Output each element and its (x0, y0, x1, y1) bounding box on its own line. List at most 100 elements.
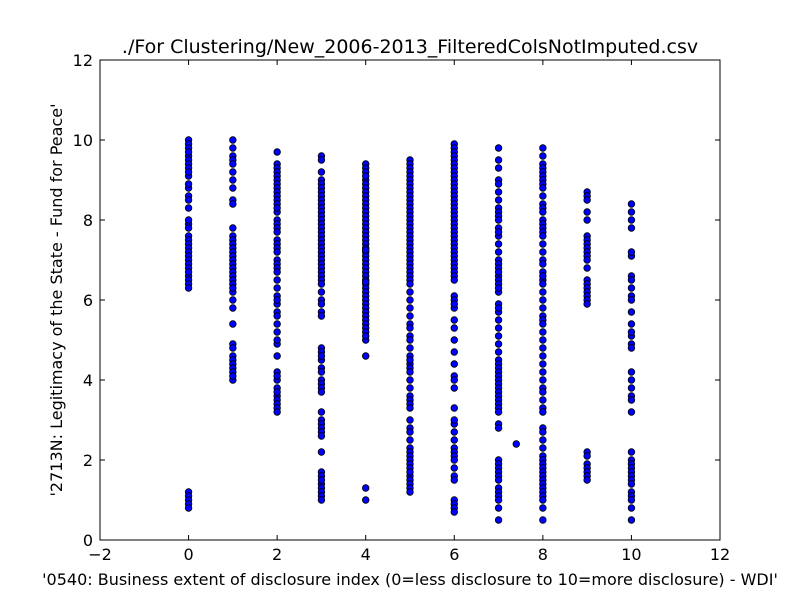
data-point (450, 436, 458, 444)
data-point (539, 328, 547, 336)
x-tick-label: 2 (272, 545, 282, 564)
data-point (273, 312, 281, 320)
data-point (627, 248, 636, 256)
data-point (627, 504, 636, 512)
data-point (229, 304, 237, 312)
data-point (583, 300, 591, 308)
data-point (539, 388, 547, 396)
data-point (273, 228, 281, 236)
data-point (539, 248, 547, 256)
y-tick-label: 12 (73, 51, 93, 70)
data-point (406, 404, 414, 412)
data-point (406, 280, 414, 288)
data-point (539, 444, 547, 452)
data-point (362, 172, 370, 180)
data-point (627, 284, 636, 292)
data-point (583, 256, 591, 264)
data-point (229, 224, 237, 232)
data-point (539, 352, 547, 360)
data-point (273, 408, 281, 416)
data-point (273, 284, 281, 292)
data-point (229, 320, 237, 328)
x-tick-label: 4 (361, 545, 371, 564)
data-point (539, 192, 547, 200)
data-point (406, 428, 414, 436)
data-point (317, 168, 326, 176)
data-point (539, 260, 547, 268)
data-point (406, 468, 414, 476)
data-point (627, 308, 636, 316)
data-point (229, 176, 237, 184)
y-tick-label: 4 (83, 371, 93, 390)
data-point (184, 224, 193, 232)
data-point (184, 196, 193, 204)
data-point (494, 180, 503, 188)
data-point (539, 184, 547, 192)
data-point (494, 144, 503, 152)
data-point (539, 296, 547, 304)
data-point (450, 360, 458, 368)
data-point (627, 200, 636, 208)
data-point (362, 496, 370, 504)
data-point (406, 336, 414, 344)
data-point (406, 296, 414, 304)
data-point (494, 240, 503, 248)
data-point (450, 376, 458, 384)
data-point (494, 164, 503, 172)
data-point (406, 368, 414, 376)
y-tick-label: 8 (83, 211, 93, 230)
data-point (627, 376, 636, 384)
data-point (317, 280, 326, 288)
data-point (229, 144, 237, 152)
data-point (406, 384, 414, 392)
data-point (273, 320, 281, 328)
data-point (583, 476, 591, 484)
data-point (494, 324, 503, 332)
data-point (229, 200, 237, 208)
data-point (450, 428, 458, 436)
x-tick-label: 10 (621, 545, 641, 564)
data-point (450, 416, 458, 424)
data-point (539, 360, 547, 368)
y-axis-label: '2713N: Legitimacy of the State - Fund f… (47, 104, 66, 497)
x-tick-label: 0 (183, 545, 193, 564)
data-point (450, 508, 458, 516)
data-point (539, 272, 547, 280)
data-point (627, 516, 636, 524)
data-point (317, 476, 326, 484)
data-point (539, 516, 547, 524)
data-point (627, 296, 636, 304)
data-point (494, 316, 503, 324)
data-point (539, 396, 547, 404)
data-point (450, 464, 458, 472)
x-tick-label: −2 (88, 545, 112, 564)
data-point (539, 376, 547, 384)
data-point (627, 396, 636, 404)
data-point (494, 196, 503, 204)
data-point (450, 476, 458, 484)
data-point (184, 216, 193, 224)
data-point (273, 148, 281, 156)
data-point (450, 348, 458, 356)
data-point (583, 216, 591, 224)
data-point (494, 340, 503, 348)
data-point (627, 224, 636, 232)
data-point (627, 216, 636, 224)
data-point (494, 216, 503, 224)
data-point (229, 160, 237, 168)
data-point (184, 168, 193, 176)
data-point (494, 476, 503, 484)
data-point (539, 280, 547, 288)
data-point (494, 504, 503, 512)
x-tick-label: 12 (710, 545, 730, 564)
x-axis-label: '0540: Business extent of disclosure ind… (42, 570, 778, 589)
data-point (494, 304, 503, 312)
data-point (627, 480, 636, 488)
data-point (627, 408, 636, 416)
data-point (494, 408, 503, 416)
y-tick-label: 0 (83, 531, 93, 550)
data-point (539, 152, 547, 160)
data-point (406, 324, 414, 332)
data-point (539, 504, 547, 512)
